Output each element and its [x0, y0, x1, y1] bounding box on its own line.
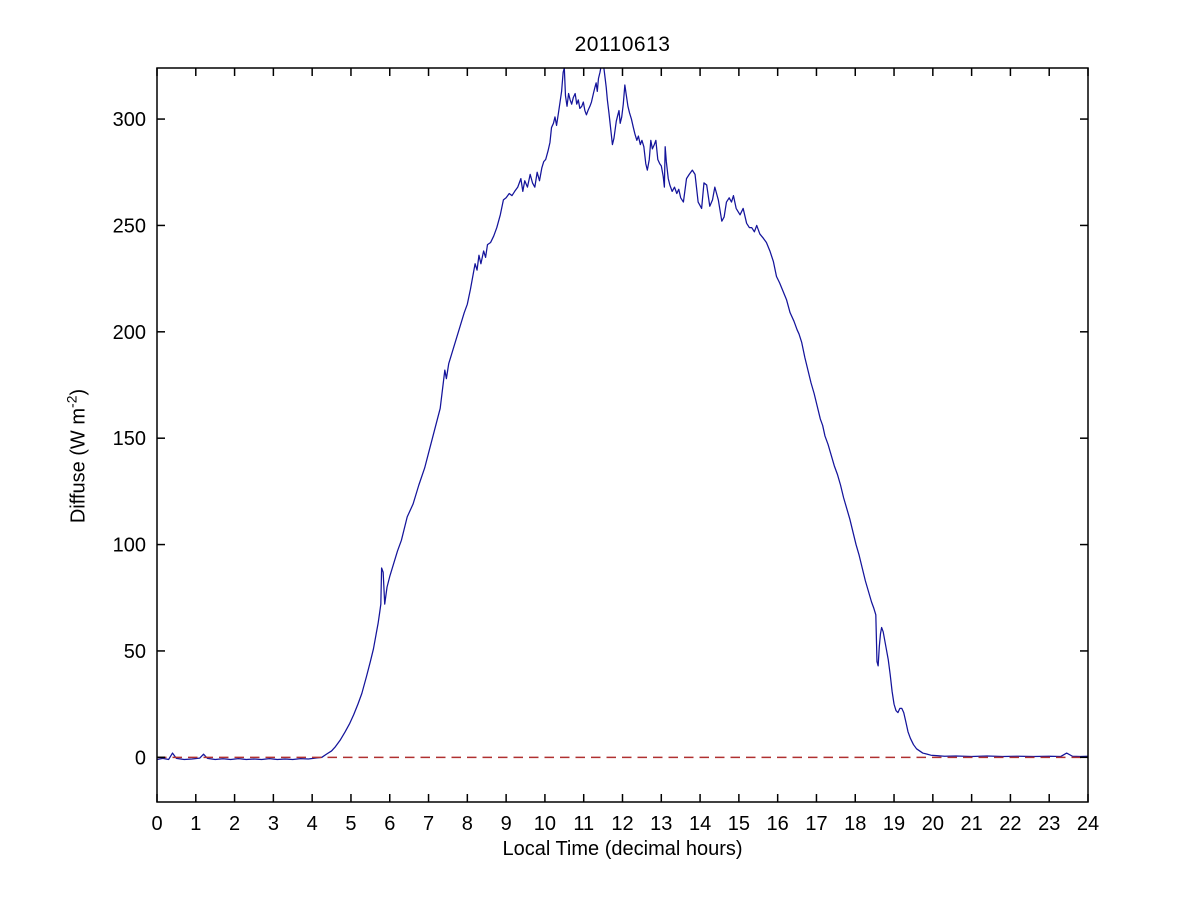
x-tick-label: 6	[384, 813, 395, 835]
y-tick-label: 150	[113, 428, 146, 450]
data-line	[157, 68, 1088, 761]
y-tick-label: 50	[124, 641, 146, 663]
x-tick-label: 13	[650, 813, 672, 835]
x-tick-label: 9	[501, 813, 512, 835]
y-axis-title-suffix: )	[67, 388, 90, 396]
x-tick-label: 10	[534, 813, 556, 835]
x-tick-label: 19	[883, 813, 905, 835]
x-tick-label: 7	[423, 813, 434, 835]
chart-title: 20110613	[574, 33, 671, 56]
y-axis-title: Diffuse (W m-2)	[64, 389, 91, 523]
x-tick-label: 2	[229, 813, 240, 835]
axis-box	[156, 67, 1089, 803]
x-tick-label: 14	[689, 813, 711, 835]
x-tick-label: 8	[462, 813, 473, 835]
x-tick-label: 18	[844, 813, 866, 835]
x-tick-label: 1	[190, 813, 201, 835]
x-tick-label: 21	[961, 813, 983, 835]
y-tick-label: 200	[113, 322, 146, 344]
y-axis-title-text: Diffuse (W m	[67, 407, 90, 524]
x-tick-label: 22	[999, 813, 1021, 835]
y-tick-label: 300	[113, 109, 146, 131]
x-tick-label: 17	[805, 813, 827, 835]
x-tick-label: 4	[307, 813, 318, 835]
y-tick-label: 100	[113, 535, 146, 557]
x-tick-label: 15	[728, 813, 750, 835]
y-tick-label: 0	[135, 747, 146, 769]
x-tick-label: 23	[1038, 813, 1060, 835]
x-tick-label: 24	[1077, 813, 1099, 835]
x-tick-label: 12	[611, 813, 633, 835]
x-tick-label: 20	[922, 813, 944, 835]
x-tick-label: 3	[268, 813, 279, 835]
x-axis-title: Local Time (decimal hours)	[502, 838, 743, 860]
x-tick-label: 16	[767, 813, 789, 835]
y-tick-label: 250	[113, 215, 146, 237]
x-tick-label: 5	[345, 813, 356, 835]
x-tick-label: 0	[151, 813, 162, 835]
x-tick-label: 11	[573, 813, 594, 835]
y-axis-title-superscript: -2	[63, 395, 80, 408]
